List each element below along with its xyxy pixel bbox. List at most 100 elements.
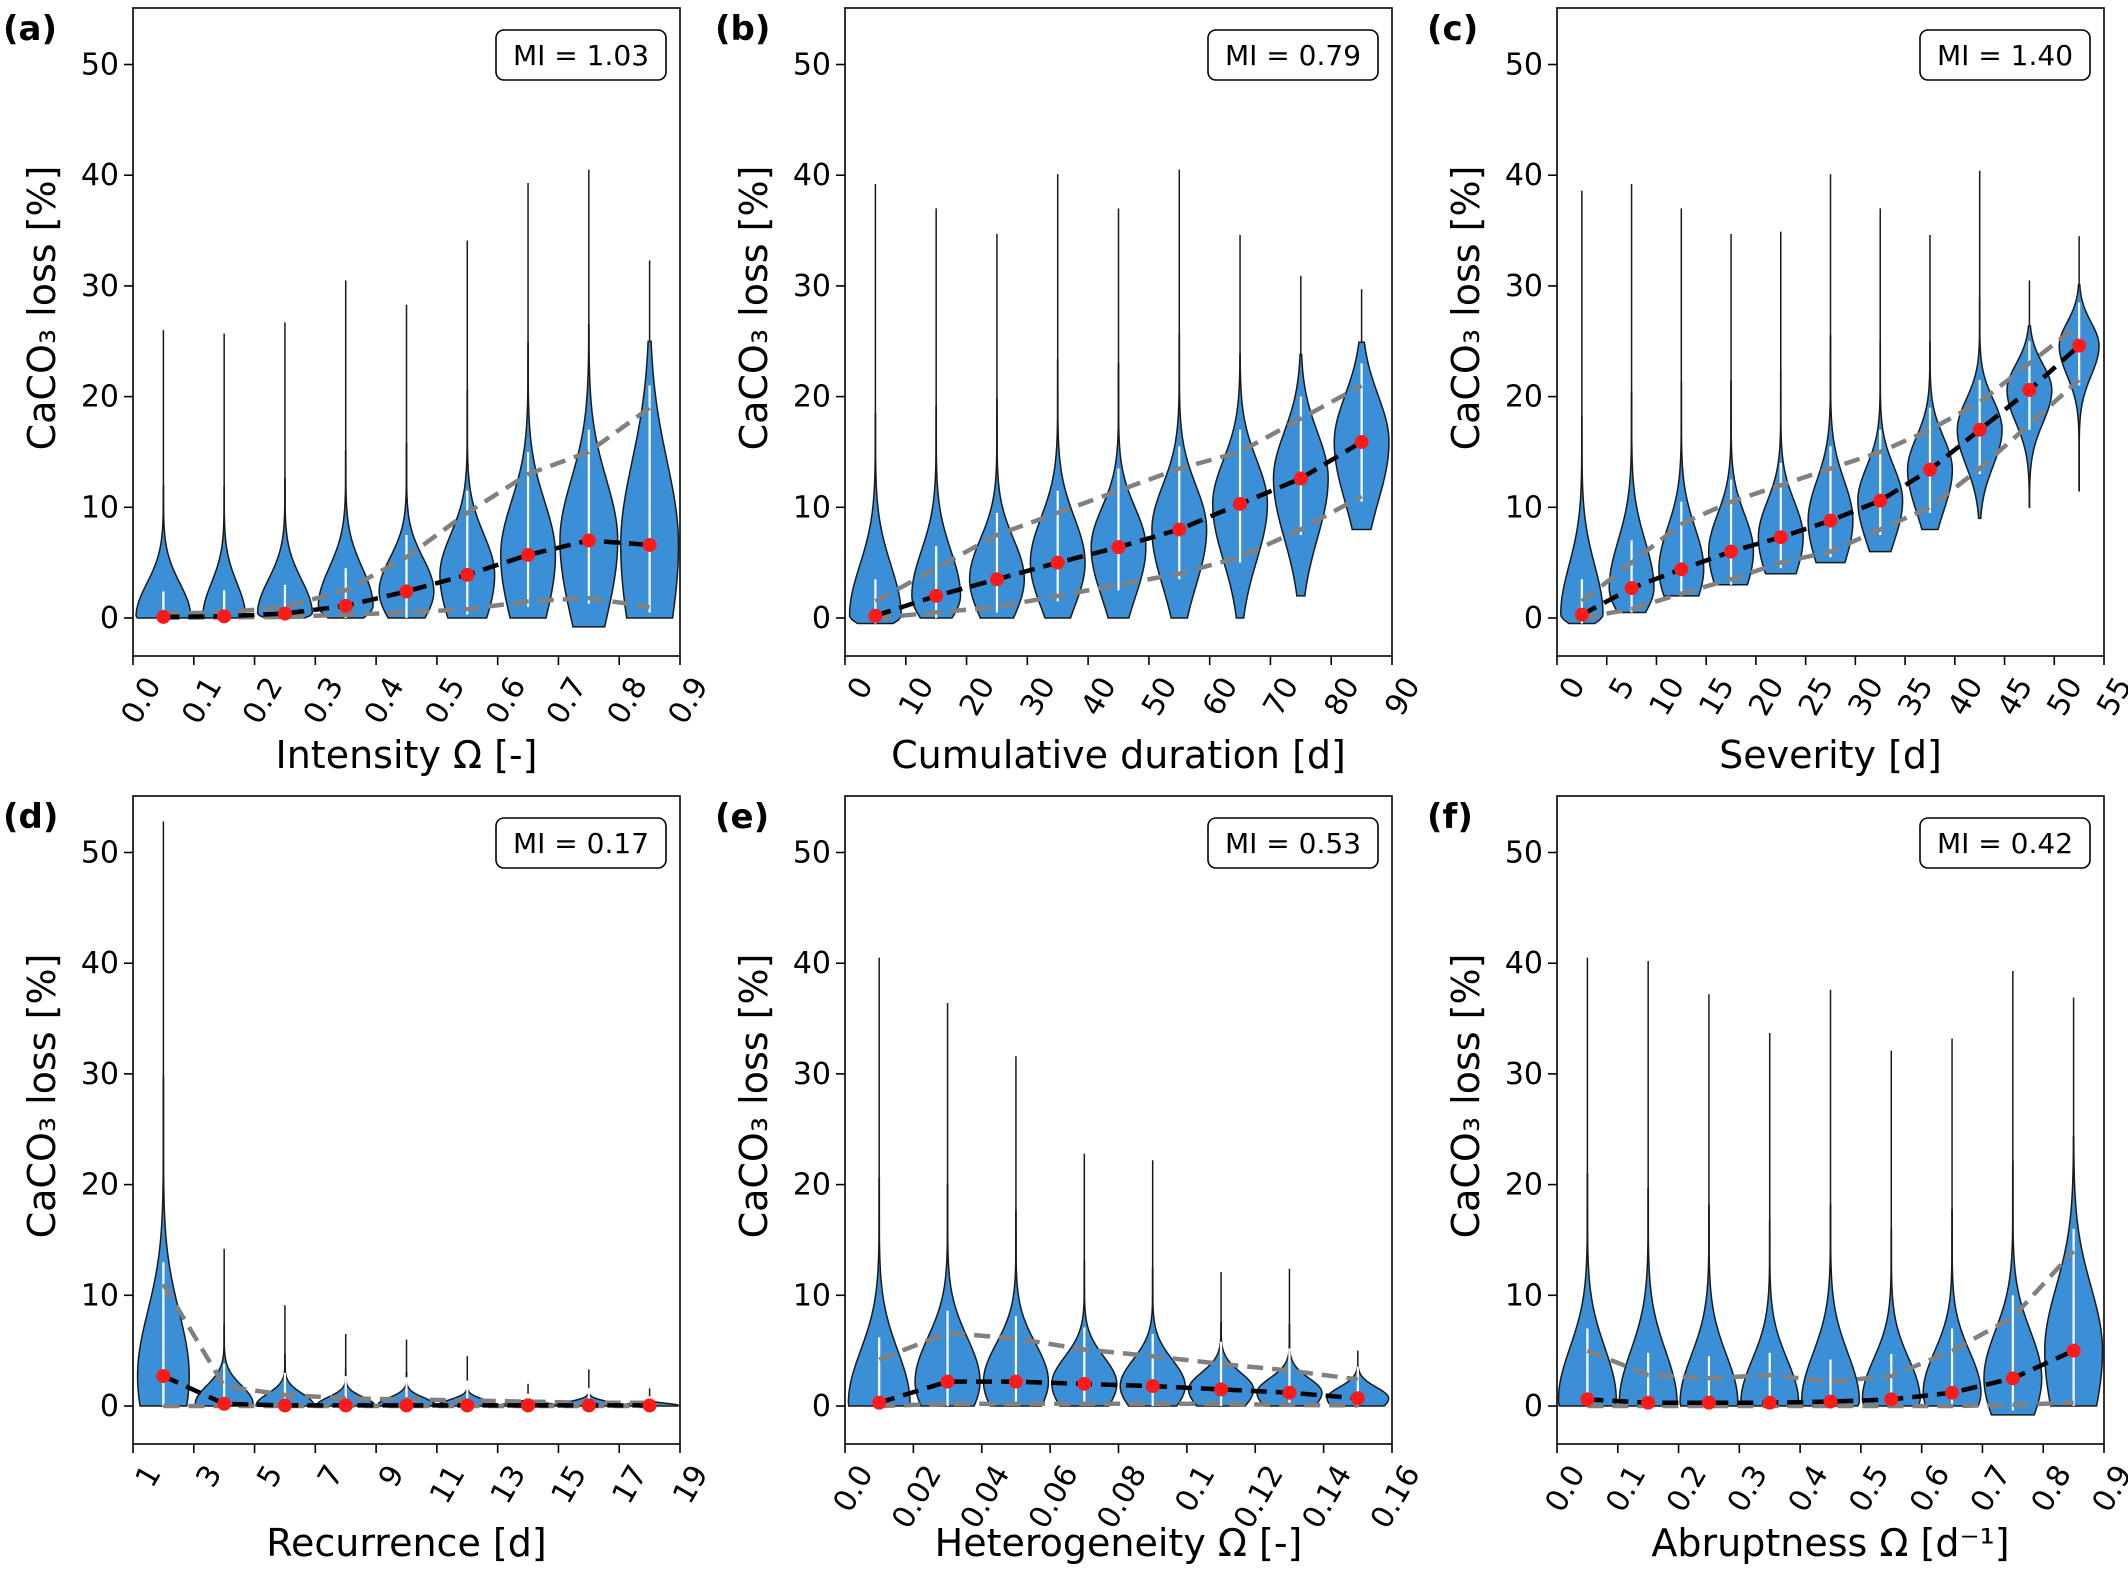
median-point: [156, 609, 171, 624]
q90-line: [1580, 322, 2081, 604]
median-point: [1762, 1395, 1777, 1410]
median-point: [868, 608, 883, 623]
median-point: [1773, 530, 1788, 545]
x-tick-label: 0.8: [601, 671, 655, 730]
median-point: [1823, 513, 1838, 528]
x-tick-label: 15: [1692, 671, 1741, 722]
x-axis-label: Recurrence [d]: [266, 1521, 546, 1565]
violin-body: [911, 405, 962, 619]
x-tick-label: 13: [484, 1459, 533, 1510]
median-point: [642, 537, 657, 552]
median-point: [2022, 382, 2037, 397]
median-point: [399, 1398, 414, 1413]
x-tick-label: 15: [545, 1459, 594, 1510]
median-point: [521, 547, 536, 562]
q10-line: [1587, 1400, 2074, 1409]
violin-body: [1679, 1204, 1739, 1407]
x-tick-label: 0.1: [1168, 1459, 1222, 1518]
x-tick-label: 0.7: [540, 671, 594, 730]
median-line: [163, 538, 650, 620]
x-tick-label: 0.4: [358, 671, 412, 730]
mi-label: MI = 0.53: [1225, 827, 1361, 860]
x-tick-label: 0.2: [1660, 1459, 1714, 1518]
x-tick-label: 9: [372, 1459, 412, 1493]
x-tick-label: 90: [1378, 671, 1427, 722]
violin-body: [847, 1177, 911, 1407]
x-tick-label: 0.0: [114, 671, 168, 730]
median-line: [878, 1379, 1358, 1405]
x-tick-label: 10: [892, 671, 941, 722]
median-point: [1945, 1385, 1960, 1400]
violin-body: [1618, 1187, 1678, 1407]
x-tick-label: 55: [2090, 671, 2128, 722]
x-tick-label: 20: [953, 671, 1002, 722]
x-tick-label: 19: [666, 1459, 715, 1510]
y-tick-label: 40: [1505, 158, 1543, 193]
y-axis-label: CaCO₃ loss [%]: [20, 166, 64, 451]
x-tick-label: 0: [1553, 671, 1593, 705]
mi-box: [495, 29, 667, 81]
violin-body: [914, 1183, 981, 1407]
mi-box: [1207, 817, 1379, 869]
x-tick-label: 5: [250, 1459, 290, 1493]
median-point: [1145, 1379, 1160, 1394]
x-tick-label: 0.3: [1721, 1459, 1775, 1518]
y-axis-label: CaCO₃ loss [%]: [732, 166, 776, 451]
panel-f: 0 10 20 30 40 50 0.0 0.1 0.2 0.3 0.4 0.5 0.6 0.7 0.8 0.…: [1427, 795, 2128, 1565]
x-tick-label: 80: [1317, 671, 1366, 722]
violin-body: [1800, 1204, 1861, 1407]
y-tick-label: 50: [81, 836, 119, 871]
x-tick-label: 40: [1074, 671, 1123, 722]
x-tick-label: 0.2: [236, 671, 290, 730]
x-axis-label: Cumulative duration [d]: [891, 733, 1346, 777]
x-tick-label: 0.4: [1782, 1459, 1836, 1518]
median-point: [460, 567, 475, 582]
mi-label: MI = 0.79: [1225, 39, 1361, 72]
median-point: [872, 1395, 887, 1410]
y-tick-label: 50: [1505, 48, 1543, 83]
median-point: [338, 1398, 353, 1413]
median-point: [217, 609, 232, 624]
y-tick-label: 0: [812, 601, 831, 636]
median-point: [1641, 1395, 1656, 1410]
x-tick-label: 20: [1742, 671, 1791, 722]
x-tick-label: 50: [1135, 671, 1184, 722]
median-line: [1580, 344, 2081, 617]
x-tick-label: 0.5: [418, 671, 472, 730]
median-point: [1282, 1385, 1297, 1400]
x-tick-label: 5: [1602, 671, 1642, 705]
y-tick-label: 40: [81, 946, 119, 981]
y-axis-label: CaCO₃ loss [%]: [1444, 166, 1488, 451]
median-point: [1580, 1392, 1595, 1407]
median-point: [1050, 555, 1065, 570]
violin-body: [256, 478, 314, 619]
y-tick-label: 50: [793, 836, 831, 871]
x-tick-label: 0.5: [1842, 1459, 1896, 1518]
median-point: [1823, 1394, 1838, 1409]
q10-line: [879, 1401, 1358, 1409]
panel-letter: (c): [1427, 9, 1478, 49]
y-tick-label: 30: [81, 1057, 119, 1092]
median-line: [162, 1374, 650, 1408]
x-tick-label: 7: [311, 1459, 351, 1493]
y-axis-label: CaCO₃ loss [%]: [1444, 954, 1488, 1239]
y-tick-label: 20: [1505, 1168, 1543, 1203]
y-tick-label: 20: [81, 1168, 119, 1203]
violin-body: [1029, 359, 1086, 619]
mi-label: MI = 0.17: [513, 827, 649, 860]
median-point: [460, 1398, 475, 1413]
violin-body: [135, 485, 192, 619]
x-tick-label: 1: [129, 1459, 169, 1493]
median-point: [581, 533, 596, 548]
median-point: [1214, 1382, 1229, 1397]
panel-letter: (e): [715, 797, 769, 837]
y-tick-label: 10: [81, 1278, 119, 1313]
median-point: [2066, 1343, 2081, 1358]
x-tick-label: 11: [423, 1459, 472, 1510]
x-tick-label: 40: [1941, 671, 1990, 722]
